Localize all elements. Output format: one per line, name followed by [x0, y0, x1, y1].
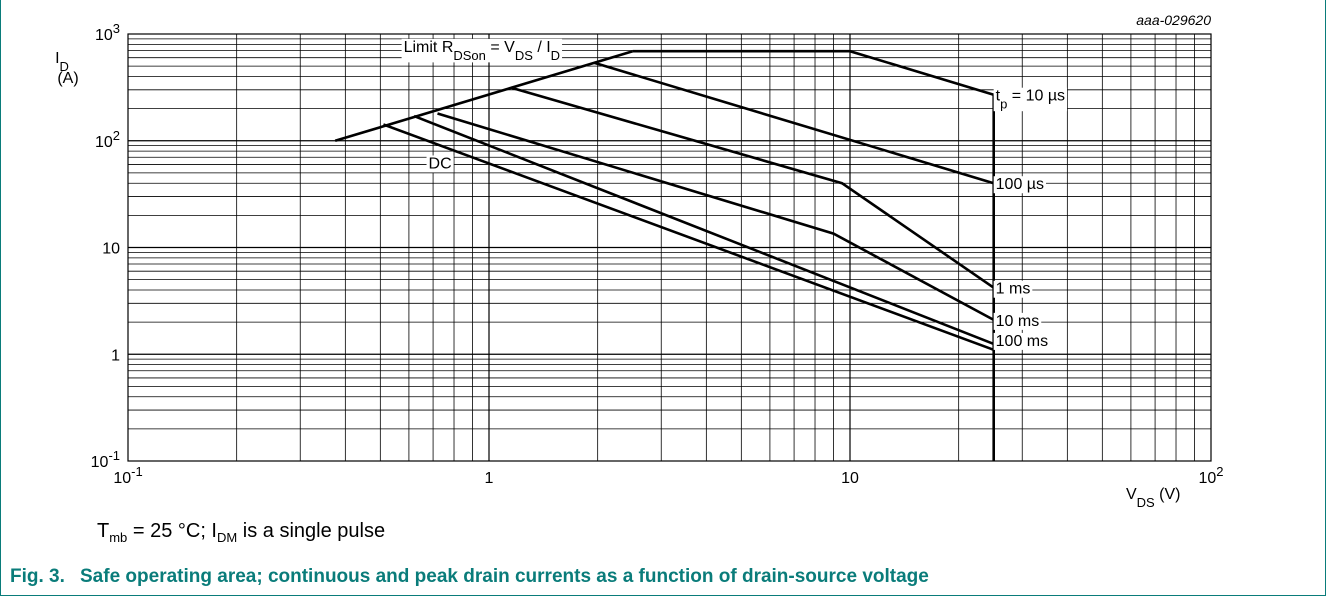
label-10us-text: tp = 10 µs: [996, 88, 1065, 112]
y-tick-label: 10-1: [91, 448, 120, 472]
label-limit-rdson-text: Limit RDSon = VDS / ID: [404, 39, 560, 63]
label-100us: 100 µs: [993, 176, 1047, 194]
series-10us: [632, 49, 995, 96]
series-dc: [382, 123, 995, 352]
chart-series: [334, 49, 996, 461]
label-dc: DC: [426, 155, 454, 173]
y-tick-label: 1: [111, 347, 120, 364]
y-axis-unit: (A): [57, 70, 78, 87]
label-10ms: 10 ms: [993, 312, 1042, 330]
label-10us-bg: [993, 87, 1068, 112]
label-10us: tp = 10 µs: [993, 87, 1068, 112]
label-100ms-text: 100 ms: [996, 333, 1048, 350]
label-100ms-bg: [993, 332, 1051, 350]
figure-caption-text: Safe operating area; continuous and peak…: [80, 566, 929, 587]
chart-labels: tp = 10 µs 100 µs 1 ms 10 ms 100 ms DC Limit R…: [55, 12, 1223, 510]
y-tick-label: 10: [102, 241, 120, 258]
series-10ms: [437, 112, 995, 322]
y-axis-label: ID: [55, 50, 69, 74]
x-axis-label: VDS (V): [1126, 486, 1181, 510]
x-tick-label: 10-1: [113, 464, 142, 488]
x-tick-label: 10: [841, 470, 859, 487]
figure-caption: Fig. 3. Safe operating area; continuous a…: [10, 566, 929, 588]
label-100us-bg: [993, 176, 1047, 194]
label-1ms-bg: [993, 280, 1033, 298]
series-1ms: [510, 86, 995, 289]
label-limit-rdson-bg: [401, 38, 563, 63]
y-tick-label: 103: [95, 21, 120, 45]
label-1ms: 1 ms: [993, 280, 1033, 298]
label-10ms-text: 10 ms: [996, 313, 1040, 330]
figure-number: Fig. 3.: [10, 566, 65, 587]
series-100ms: [413, 114, 995, 346]
x-tick-label: 1: [485, 470, 494, 487]
soa-chart: tp = 10 µs 100 µs 1 ms 10 ms 100 ms DC Limit R…: [55, 12, 1223, 510]
label-dc-text: DC: [429, 155, 452, 172]
label-limit-rdson: Limit RDSon = VDS / ID: [401, 38, 563, 63]
x-tick-label: 102: [1198, 464, 1223, 488]
condition-note: Tmb = 25 °C; IDM is a single pulse: [97, 520, 386, 545]
label-100us-text: 100 µs: [996, 176, 1044, 193]
series-100us: [593, 61, 995, 185]
label-10ms-bg: [993, 312, 1042, 330]
label-dc-bg: [426, 155, 454, 173]
figure-id: aaa-029620: [1136, 12, 1211, 28]
label-1ms-text: 1 ms: [996, 281, 1031, 298]
label-100ms: 100 ms: [993, 332, 1051, 350]
y-tick-label: 102: [95, 127, 120, 151]
